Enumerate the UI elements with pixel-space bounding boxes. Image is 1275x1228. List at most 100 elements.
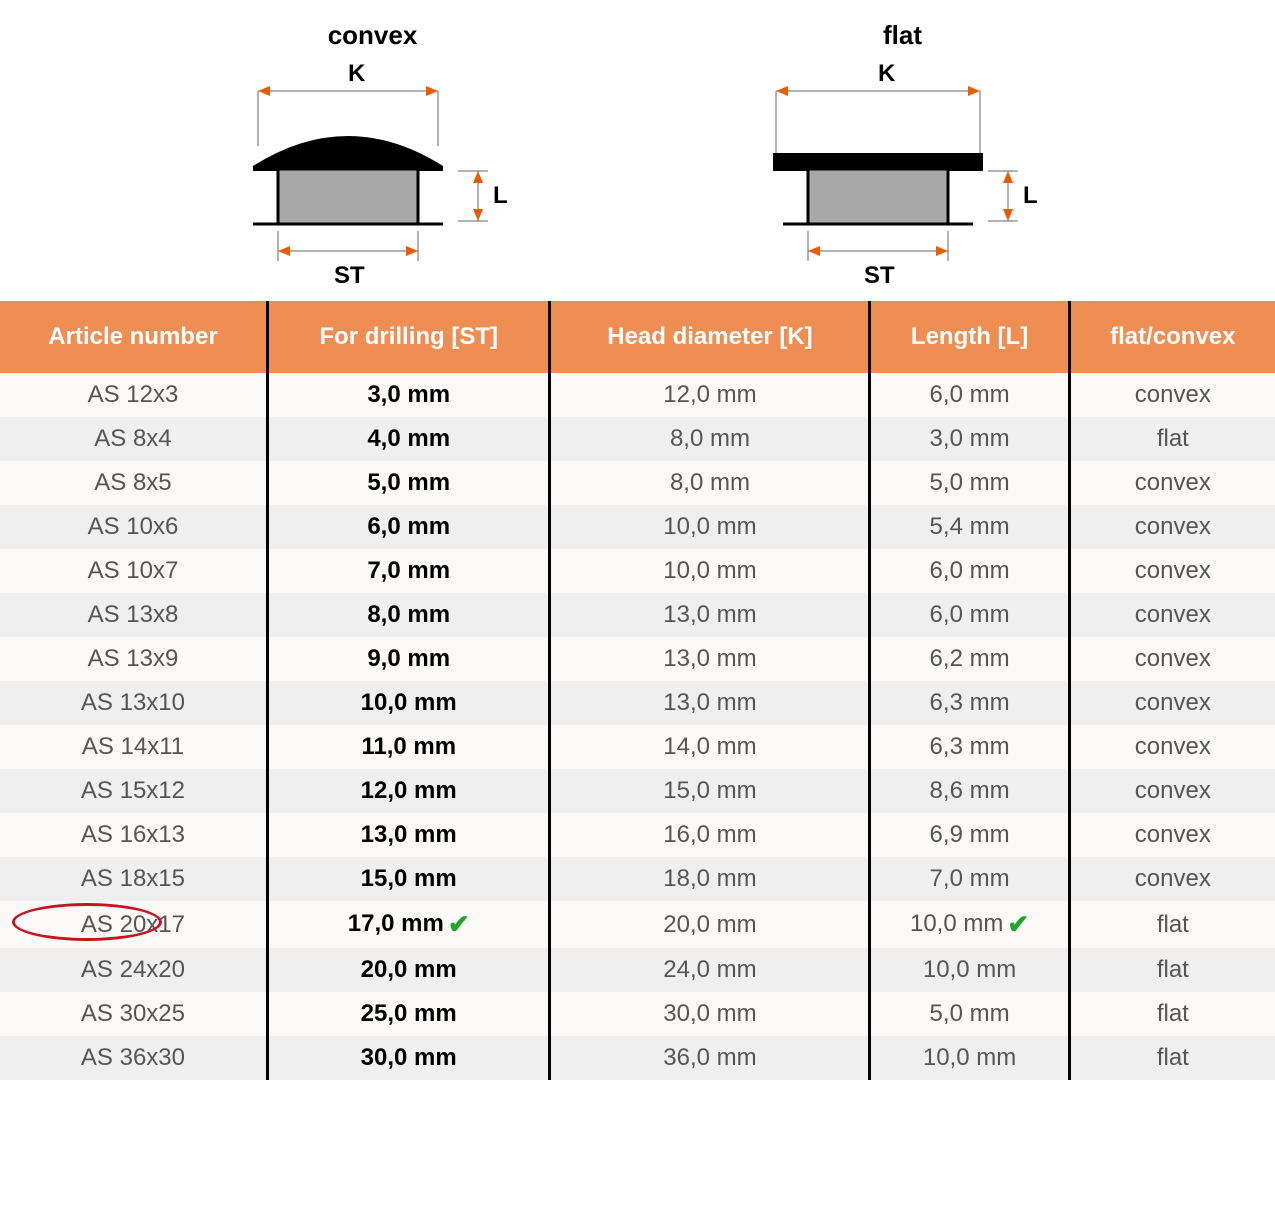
- table-cell: AS 36x30: [0, 1036, 267, 1080]
- dim-l-label: L: [1023, 182, 1038, 209]
- table-cell: AS 12x3: [0, 373, 267, 417]
- table-cell: 10,0 mm: [550, 505, 870, 549]
- table-cell: 20,0 mm: [267, 948, 550, 992]
- diagram-convex: convex K L ST: [198, 20, 548, 291]
- column-header: For drilling [ST]: [267, 301, 550, 373]
- table-cell: 36,0 mm: [550, 1036, 870, 1080]
- table-cell: convex: [1069, 373, 1275, 417]
- table-cell: flat: [1069, 417, 1275, 461]
- table-row: AS 13x99,0 mm13,0 mm6,2 mmconvex: [0, 637, 1275, 681]
- table-row: AS 10x77,0 mm10,0 mm6,0 mmconvex: [0, 549, 1275, 593]
- table-cell: AS 18x15: [0, 857, 267, 901]
- table-row: AS 10x66,0 mm10,0 mm5,4 mmconvex: [0, 505, 1275, 549]
- table-cell: 30,0 mm: [267, 1036, 550, 1080]
- table-cell: 16,0 mm: [550, 813, 870, 857]
- table-row: AS 36x3030,0 mm36,0 mm10,0 mmflat: [0, 1036, 1275, 1080]
- table-cell: 6,3 mm: [870, 725, 1069, 769]
- table-cell: 6,9 mm: [870, 813, 1069, 857]
- table-cell: AS 13x10: [0, 681, 267, 725]
- table-row: AS 15x1212,0 mm15,0 mm8,6 mmconvex: [0, 769, 1275, 813]
- table-cell: 4,0 mm: [267, 417, 550, 461]
- table-cell: 6,0 mm: [870, 549, 1069, 593]
- table-cell: 6,2 mm: [870, 637, 1069, 681]
- table-cell: convex: [1069, 593, 1275, 637]
- column-header: flat/convex: [1069, 301, 1275, 373]
- table-cell: 5,0 mm: [870, 461, 1069, 505]
- dim-l-label: L: [493, 182, 508, 209]
- table-cell: 12,0 mm: [267, 769, 550, 813]
- table-cell: 10,0 mm: [870, 948, 1069, 992]
- highlight-circle: [12, 903, 162, 941]
- table-cell: AS 30x25: [0, 992, 267, 1036]
- table-cell: 30,0 mm: [550, 992, 870, 1036]
- table-cell: 8,6 mm: [870, 769, 1069, 813]
- check-icon: ✔: [448, 909, 470, 940]
- table-cell: 5,4 mm: [870, 505, 1069, 549]
- table-cell: AS 8x4: [0, 417, 267, 461]
- table-cell: 3,0 mm: [267, 373, 550, 417]
- table-cell: convex: [1069, 857, 1275, 901]
- table-row: AS 16x1313,0 mm16,0 mm6,9 mmconvex: [0, 813, 1275, 857]
- diagram-flat: flat K L ST: [728, 20, 1078, 291]
- table-cell: AS 13x9: [0, 637, 267, 681]
- table-cell: AS 14x11: [0, 725, 267, 769]
- table-cell: convex: [1069, 505, 1275, 549]
- table-cell: flat: [1069, 1036, 1275, 1080]
- table-cell: flat: [1069, 948, 1275, 992]
- table-cell: 7,0 mm: [870, 857, 1069, 901]
- table-cell: flat: [1069, 901, 1275, 948]
- table-cell: AS 24x20: [0, 948, 267, 992]
- table-cell: 14,0 mm: [550, 725, 870, 769]
- table-cell: convex: [1069, 461, 1275, 505]
- table-row: AS 12x33,0 mm12,0 mm6,0 mmconvex: [0, 373, 1275, 417]
- table-cell: AS 10x7: [0, 549, 267, 593]
- diagram-flat-svg: K L ST: [728, 51, 1078, 291]
- table-row: AS 20x1717,0 mm✔20,0 mm10,0 mm✔flat: [0, 901, 1275, 948]
- table-cell: AS 10x6: [0, 505, 267, 549]
- table-cell: 3,0 mm: [870, 417, 1069, 461]
- check-icon: ✔: [1007, 909, 1029, 940]
- table-cell: 13,0 mm: [267, 813, 550, 857]
- table-cell: 24,0 mm: [550, 948, 870, 992]
- table-cell: 8,0 mm: [267, 593, 550, 637]
- table-cell: 11,0 mm: [267, 725, 550, 769]
- diagrams-row: convex K L ST: [0, 0, 1275, 301]
- table-cell: AS 20x17: [0, 901, 267, 948]
- table-header: Article numberFor drilling [ST]Head diam…: [0, 301, 1275, 373]
- table-cell: 18,0 mm: [550, 857, 870, 901]
- table-cell: convex: [1069, 725, 1275, 769]
- table-cell: 12,0 mm: [550, 373, 870, 417]
- table-cell: convex: [1069, 681, 1275, 725]
- dim-k-label: K: [348, 60, 366, 87]
- table-cell: 10,0 mm✔: [870, 901, 1069, 948]
- table-row: AS 8x55,0 mm8,0 mm5,0 mmconvex: [0, 461, 1275, 505]
- table-cell: 9,0 mm: [267, 637, 550, 681]
- table-cell: AS 8x5: [0, 461, 267, 505]
- diagram-convex-title: convex: [328, 20, 418, 51]
- table-cell: flat: [1069, 992, 1275, 1036]
- table-cell: 13,0 mm: [550, 681, 870, 725]
- column-header: Length [L]: [870, 301, 1069, 373]
- dim-st-label: ST: [864, 262, 895, 289]
- table-cell: convex: [1069, 549, 1275, 593]
- table-row: AS 13x1010,0 mm13,0 mm6,3 mmconvex: [0, 681, 1275, 725]
- table-cell: convex: [1069, 769, 1275, 813]
- table-cell: 6,0 mm: [870, 593, 1069, 637]
- table-cell: 13,0 mm: [550, 593, 870, 637]
- table-cell: 8,0 mm: [550, 461, 870, 505]
- column-header: Head diameter [K]: [550, 301, 870, 373]
- dim-k-label: K: [878, 60, 896, 87]
- table-row: AS 30x2525,0 mm30,0 mm5,0 mmflat: [0, 992, 1275, 1036]
- table-cell: 6,0 mm: [870, 373, 1069, 417]
- table-cell: 7,0 mm: [267, 549, 550, 593]
- table-row: AS 18x1515,0 mm18,0 mm7,0 mmconvex: [0, 857, 1275, 901]
- table-cell: 20,0 mm: [550, 901, 870, 948]
- table-row: AS 8x44,0 mm8,0 mm3,0 mmflat: [0, 417, 1275, 461]
- table-cell: 10,0 mm: [550, 549, 870, 593]
- table-cell: 8,0 mm: [550, 417, 870, 461]
- table-cell: 10,0 mm: [267, 681, 550, 725]
- table-cell: AS 16x13: [0, 813, 267, 857]
- table-cell: 15,0 mm: [267, 857, 550, 901]
- dim-st-label: ST: [334, 262, 365, 289]
- table-cell: 5,0 mm: [870, 992, 1069, 1036]
